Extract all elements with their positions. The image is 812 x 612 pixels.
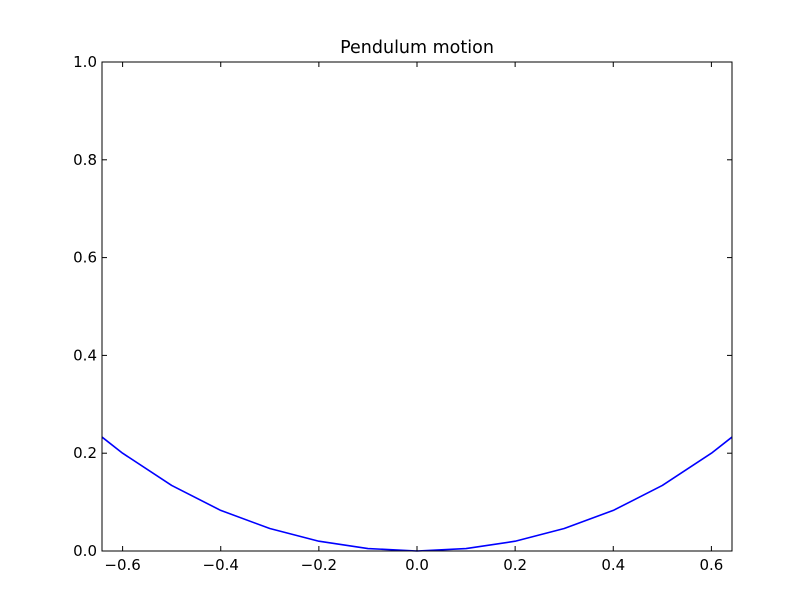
y-tick-label: 0.4 [73,346,97,364]
plot-frame [101,61,733,552]
y-tick-label: 1.0 [73,53,97,71]
x-tick-label: 0.2 [503,556,527,574]
y-tick-label: 0.2 [73,444,97,462]
x-tick-label: −0.6 [104,556,140,574]
x-tick-label: −0.2 [301,556,337,574]
x-tick-label: 0.4 [601,556,625,574]
x-tick-label: 0.6 [699,556,723,574]
plot-area [102,62,732,551]
y-tick-label: 0.8 [73,151,97,169]
chart-title: Pendulum motion [340,38,494,58]
y-tick-label: 0.6 [73,249,97,267]
x-tick-label: −0.4 [203,556,239,574]
tick-layer: −0.6 −0.4 −0.2 0.0 0.2 0.4 0.6 0.0 0.2 0.4 0.6 0.8 1… [73,53,732,574]
y-tick-label: 0.0 [73,542,97,560]
x-tick-label: 0.0 [405,556,429,574]
